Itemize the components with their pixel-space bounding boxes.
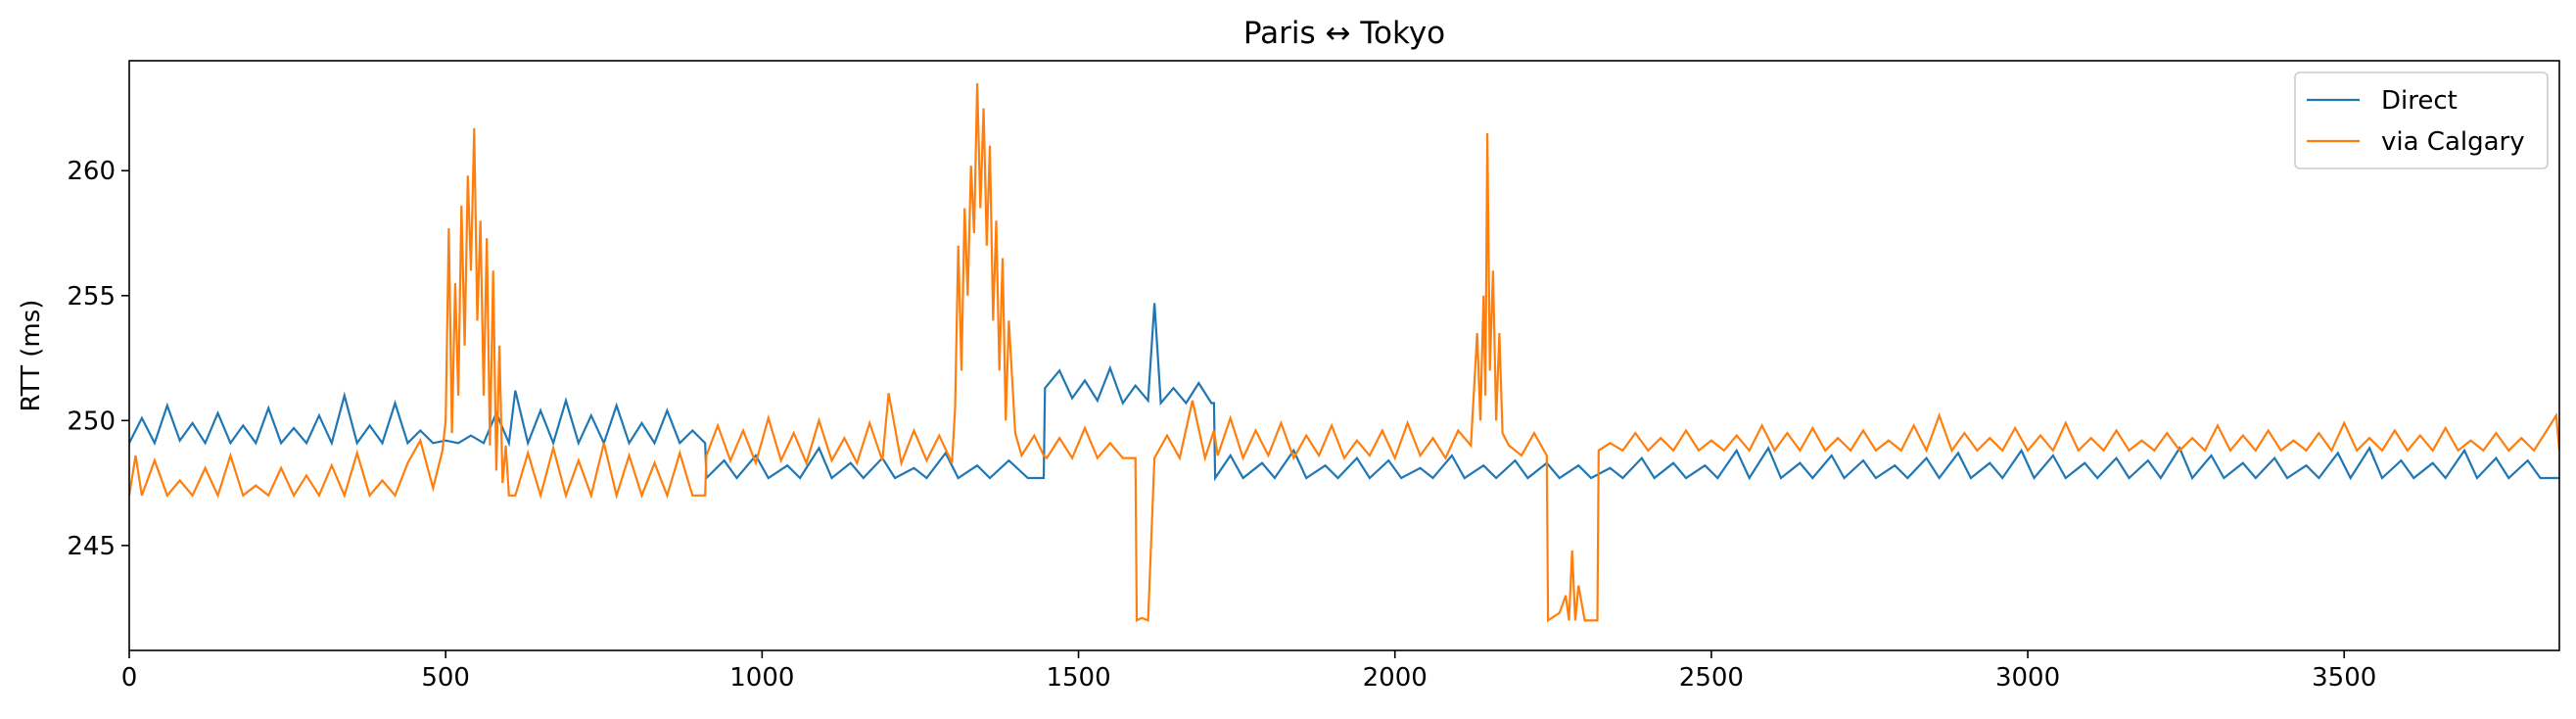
axes-frame: [128, 60, 2560, 651]
legend-label: Direct: [2381, 86, 2458, 116]
y-tick-label: 260: [67, 157, 116, 186]
legend-box: [2294, 72, 2549, 169]
series-line-direct: [129, 303, 2559, 482]
plot-area: [129, 82, 2559, 623]
axes: 0 500 1000 1500 2000 2500 3000 3500 245 250 255 260: [67, 60, 2560, 693]
x-tick-label: 2500: [1679, 663, 1744, 693]
x-tick-label: 2000: [1363, 663, 1428, 693]
x-tick-label: 1500: [1046, 663, 1110, 693]
y-tick-label: 245: [67, 532, 116, 561]
x-tick-label: 0: [121, 663, 138, 693]
y-tick-label: 250: [67, 407, 116, 436]
x-tick-label: 3500: [2312, 663, 2376, 693]
y-tick-label: 255: [67, 282, 116, 312]
y-axis-label: RTT (ms): [17, 300, 46, 412]
x-tick-label: 3000: [1995, 663, 2060, 693]
x-tick-label: 1000: [729, 663, 794, 693]
series-line-via-calgary: [129, 82, 2559, 623]
legend-label: via Calgary: [2381, 127, 2525, 157]
x-tick-label: 500: [421, 663, 470, 693]
legend: Direct via Calgary: [2294, 72, 2549, 169]
chart-title: Paris ↔ Tokyo: [1243, 16, 1445, 51]
